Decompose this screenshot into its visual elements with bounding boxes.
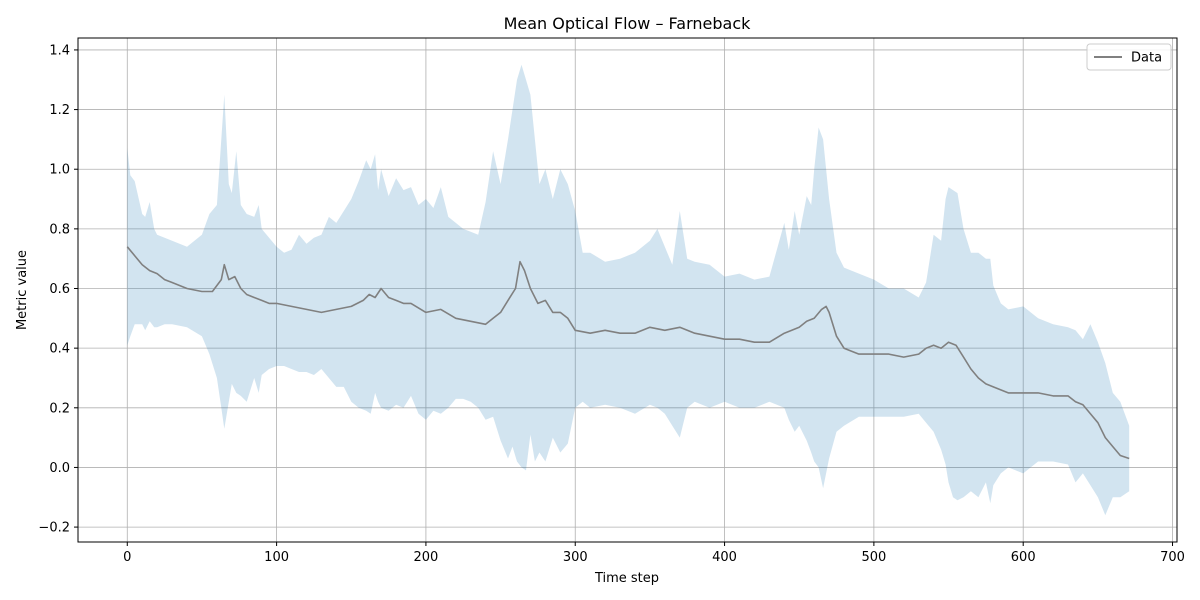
y-axis-label: Metric value (15, 250, 30, 330)
legend: Data (1086, 43, 1172, 71)
y-tick-label: 0.8 (49, 222, 70, 237)
y-tick-label: 0.2 (49, 401, 70, 416)
ticks-layer: 0 100 200 300 400 500 600 700 −0.2 0.0 0.2 0.4 0.6 0.… (38, 43, 1185, 565)
y-tick-label: 1.4 (49, 43, 70, 58)
x-axis-label: Time step (594, 571, 659, 586)
line-layer (126, 246, 1130, 460)
x-tick-label: 200 (414, 550, 439, 565)
x-tick-label: 400 (712, 550, 737, 565)
grid-layer (78, 38, 1177, 542)
x-tick-label: 0 (123, 550, 131, 565)
x-tick-label: 700 (1160, 550, 1185, 565)
x-tick-label: 100 (264, 550, 289, 565)
legend-label-data: Data (1131, 51, 1162, 66)
x-tick-label: 500 (861, 550, 886, 565)
x-tick-label: 600 (1011, 550, 1036, 565)
y-tick-label: 0.6 (49, 282, 70, 297)
series-line-data (126, 246, 1130, 460)
y-tick-label: 0.4 (49, 342, 70, 357)
x-tick-label: 300 (563, 550, 588, 565)
y-tick-label: 1.2 (49, 103, 70, 118)
axes-layer (77, 37, 1178, 543)
y-tick-label: 1.0 (49, 163, 70, 178)
y-tick-label: 0.0 (49, 461, 70, 476)
legend-frame (1086, 43, 1172, 71)
band-layer (127, 64, 1130, 516)
y-tick-label: −0.2 (38, 521, 70, 536)
plot-frame (77, 37, 1178, 543)
confidence-band (127, 64, 1130, 516)
chart-title: Mean Optical Flow – Farneback (504, 14, 752, 33)
